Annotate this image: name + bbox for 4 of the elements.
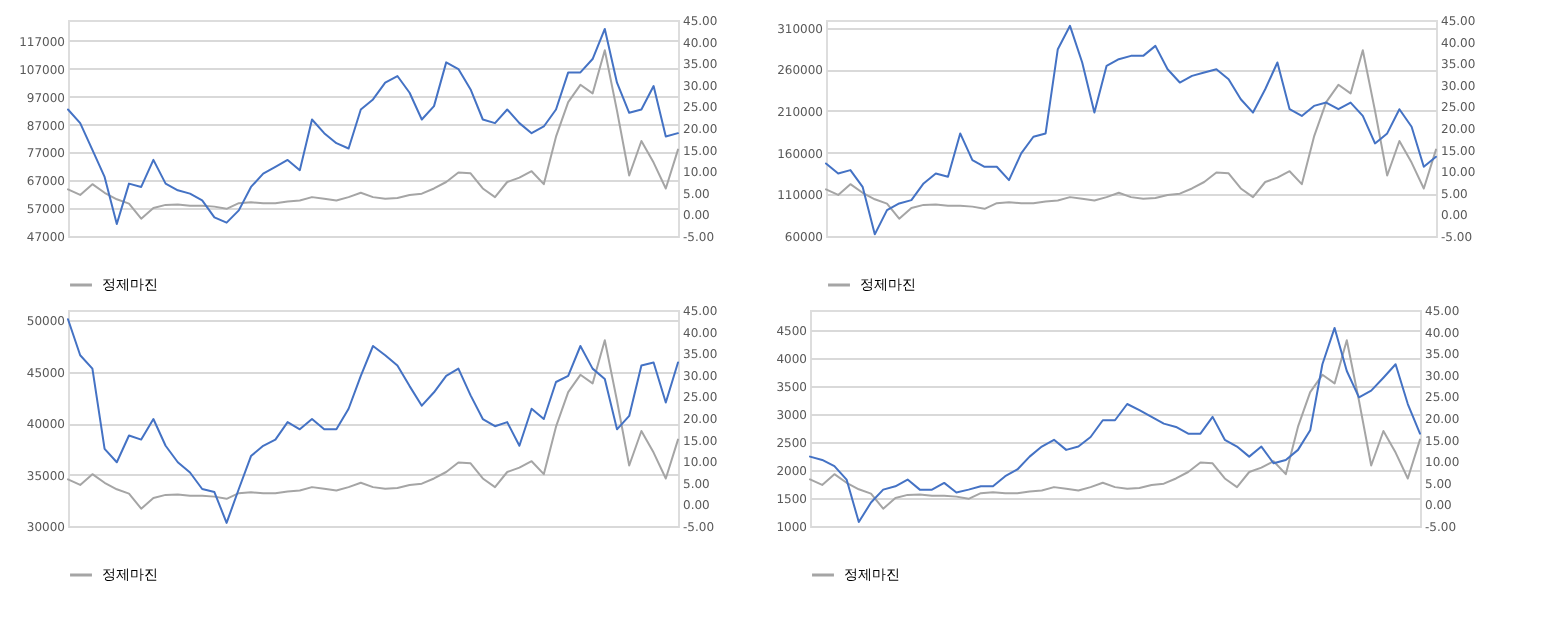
line-series bbox=[67, 339, 679, 510]
line-series bbox=[825, 49, 1437, 220]
line-series bbox=[825, 24, 1437, 236]
line-series bbox=[67, 318, 679, 524]
